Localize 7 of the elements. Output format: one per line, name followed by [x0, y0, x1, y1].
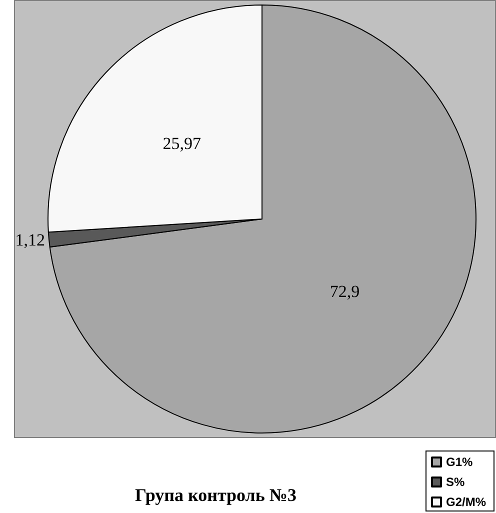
legend-label: G2/M%	[446, 495, 486, 509]
text: Група контроль №3	[135, 485, 297, 505]
data-label: 1,12	[15, 230, 45, 250]
data-label: 25,97	[162, 134, 202, 154]
legend-label: G1%	[446, 455, 473, 469]
legend-label: S%	[446, 475, 465, 489]
data-label: 72,9	[330, 282, 360, 302]
